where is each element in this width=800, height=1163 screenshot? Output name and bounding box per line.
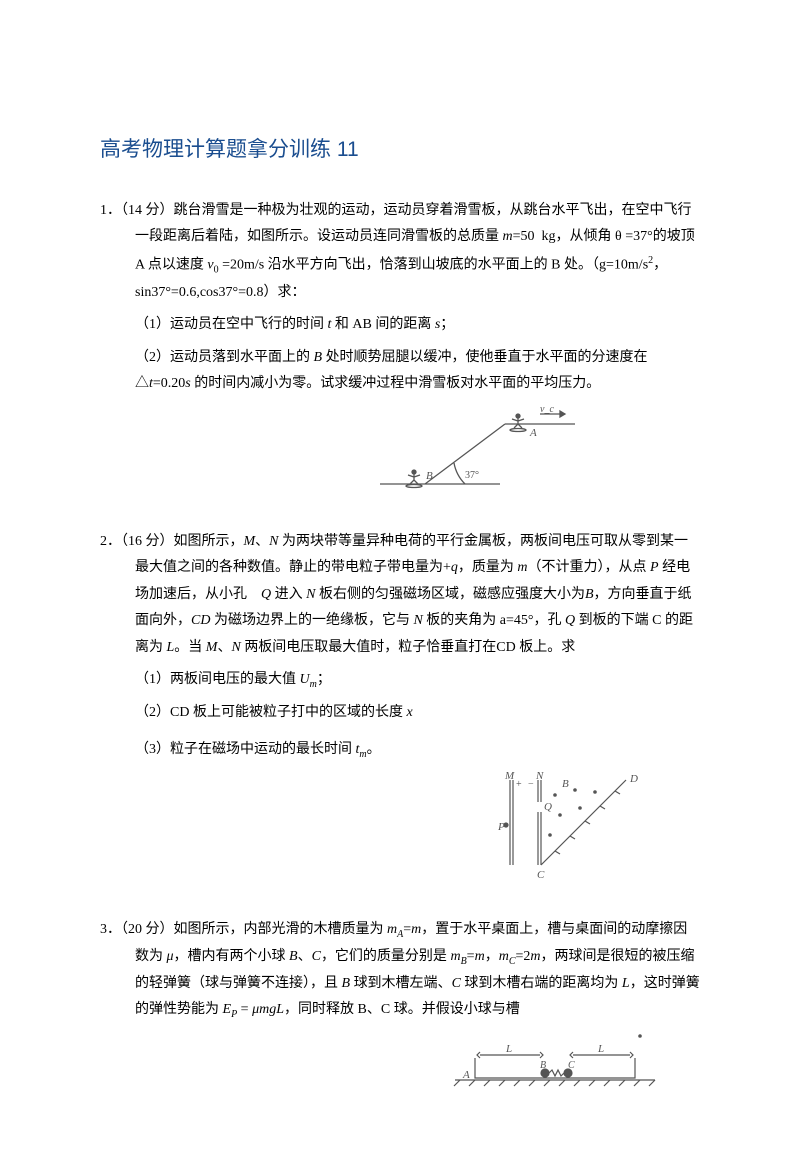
plates-label-P: P <box>497 821 505 833</box>
problem-2-points: 16 分 <box>128 534 160 549</box>
problem-1-figure: A B v_c 37° <box>100 406 700 507</box>
problem-1-body: 1．（14 分）跳台滑雪是一种极为壮观的运动，运动员穿着滑雪板，从跳台水平飞出，… <box>100 198 700 306</box>
problem-3-points: 20 分 <box>128 922 160 937</box>
trough-label-L1: L <box>505 1043 512 1055</box>
ski-label-v: v_c <box>540 406 554 415</box>
ski-label-B: B <box>426 470 433 482</box>
plates-plus: + <box>516 779 522 790</box>
problem-2-sub-1: （1）两板间电压的最大值 Um； <box>100 667 700 694</box>
plates-label-M: M <box>504 770 515 782</box>
trough-label-C: C <box>568 1060 575 1071</box>
problem-3-body: 3．（20 分）如图所示，内部光滑的木槽质量为 mA=m，置于水平桌面上，槽与桌… <box>100 917 700 1024</box>
ski-label-A: A <box>529 427 537 439</box>
problem-2-sub-3: （3）粒子在磁场中运动的最长时间 tm。 <box>100 737 700 764</box>
problem-3-figure: A B C L L <box>100 1030 660 1101</box>
plates-label-D: D <box>629 773 638 785</box>
plates-label-N: N <box>535 770 544 782</box>
problem-2-sub-2: （2）CD 板上可能被粒子打中的区域的长度 x <box>100 700 700 727</box>
plates-label-C: C <box>537 869 545 881</box>
exam-page: 高考物理计算题拿分训练 11 1．（14 分）跳台滑雪是一种极为壮观的运动，运动… <box>0 0 800 1163</box>
plates-label-B: B <box>562 778 569 790</box>
problem-2-figure: M + − N B D P Q C <box>100 770 660 896</box>
trough-label-A: A <box>462 1069 470 1081</box>
problem-1-sub-2: （2）运动员落到水平面上的 B 处时顺势屈腿以缓冲，使他垂直于水平面的分速度在△… <box>100 345 700 398</box>
plates-minus: − <box>528 779 534 790</box>
page-title: 高考物理计算题拿分训练 11 <box>100 130 700 170</box>
ski-jump-diagram: A B v_c 37° <box>370 406 590 496</box>
trough-label-B: B <box>540 1060 546 1071</box>
problem-1: 1．（14 分）跳台滑雪是一种极为壮观的运动，运动员穿着滑雪板，从跳台水平飞出，… <box>100 198 700 507</box>
plates-diagram: M + − N B D P Q C <box>480 770 660 885</box>
plates-label-Q: Q <box>544 801 552 813</box>
trough-label-L2: L <box>597 1043 604 1055</box>
trough-diagram: A B C L L <box>450 1030 660 1090</box>
problem-3: 3．（20 分）如图所示，内部光滑的木槽质量为 mA=m，置于水平桌面上，槽与桌… <box>100 917 700 1101</box>
problem-2-body: 2．（16 分）如图所示，M、N 为两块带等量异种电荷的平行金属板，两板间电压可… <box>100 529 700 662</box>
problem-1-points: 14 分 <box>128 203 160 218</box>
problem-2: 2．（16 分）如图所示，M、N 为两块带等量异种电荷的平行金属板，两板间电压可… <box>100 529 700 896</box>
ski-angle-label: 37° <box>465 470 479 481</box>
problem-1-sub-1: （1）运动员在空中飞行的时间 t 和 AB 间的距离 s； <box>100 312 700 339</box>
